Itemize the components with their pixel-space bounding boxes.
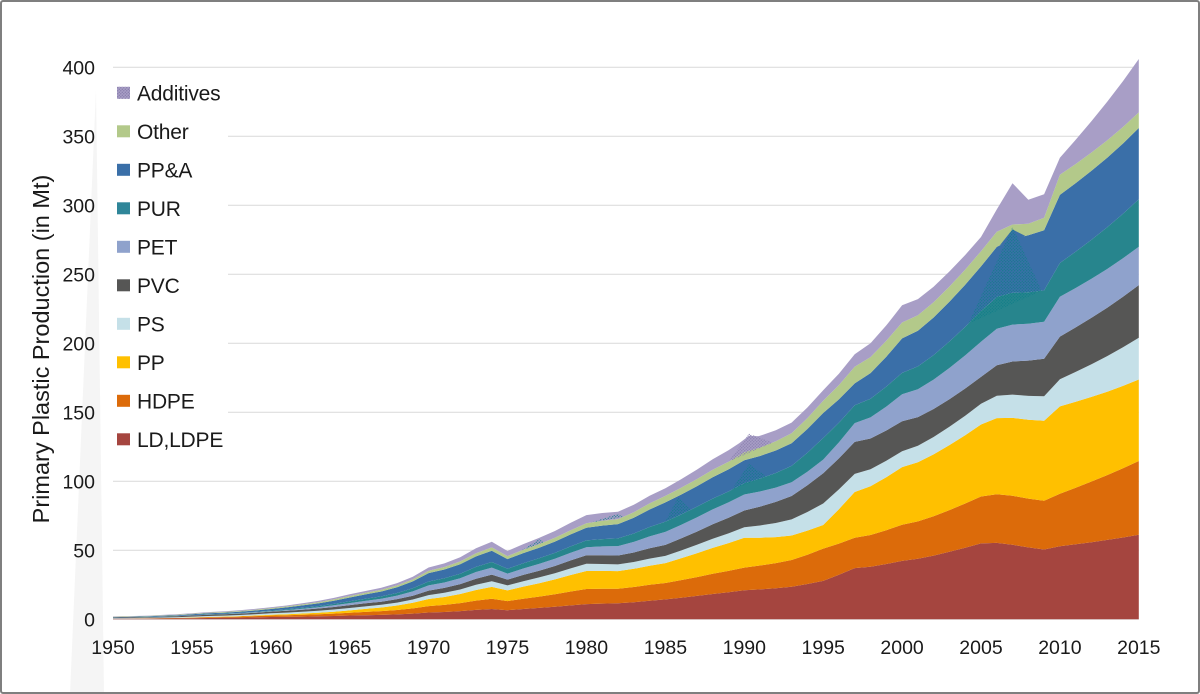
svg-text:PVC: PVC	[137, 275, 180, 298]
svg-text:1990: 1990	[723, 637, 767, 659]
svg-text:1960: 1960	[249, 637, 293, 659]
svg-text:2000: 2000	[880, 637, 924, 659]
svg-text:400: 400	[62, 57, 95, 79]
svg-text:300: 300	[62, 195, 95, 217]
svg-text:PP&A: PP&A	[137, 159, 192, 182]
svg-text:1955: 1955	[170, 637, 214, 659]
svg-text:1965: 1965	[328, 637, 372, 659]
svg-text:1975: 1975	[486, 637, 530, 659]
svg-text:2010: 2010	[1038, 637, 1082, 659]
svg-text:PUR: PUR	[137, 198, 181, 221]
svg-text:LD,LDPE: LD,LDPE	[137, 429, 223, 452]
svg-text:150: 150	[62, 402, 95, 424]
svg-text:1995: 1995	[802, 637, 846, 659]
svg-text:50: 50	[73, 540, 95, 562]
svg-text:HDPE: HDPE	[137, 390, 195, 413]
svg-text:1950: 1950	[91, 637, 135, 659]
svg-text:PET: PET	[137, 236, 178, 259]
svg-text:PS: PS	[137, 313, 165, 336]
svg-text:2005: 2005	[959, 637, 1003, 659]
svg-text:200: 200	[62, 333, 95, 355]
svg-text:PP: PP	[137, 352, 165, 375]
svg-text:Additives: Additives	[137, 82, 220, 105]
svg-text:250: 250	[62, 264, 95, 286]
svg-text:100: 100	[62, 471, 95, 493]
svg-text:1985: 1985	[644, 637, 688, 659]
svg-text:Other: Other	[137, 121, 189, 144]
svg-text:1970: 1970	[407, 637, 451, 659]
svg-text:0: 0	[84, 609, 95, 631]
svg-text:2015: 2015	[1117, 637, 1161, 659]
svg-text:1980: 1980	[565, 637, 609, 659]
svg-text:350: 350	[62, 126, 95, 148]
svg-text:Primary Plastic Production (in: Primary Plastic Production (in Mt)	[28, 175, 54, 524]
